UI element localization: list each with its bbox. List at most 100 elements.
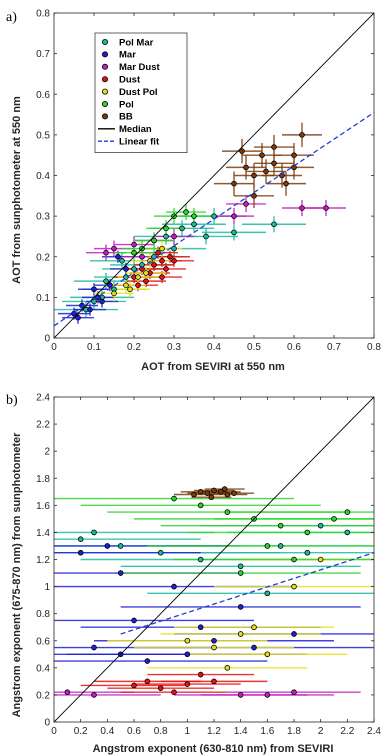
data-point bbox=[197, 502, 204, 509]
data-point bbox=[143, 270, 149, 276]
legend-label: Pol bbox=[119, 99, 134, 110]
data-point bbox=[251, 644, 257, 651]
data-point bbox=[64, 689, 71, 696]
data-point bbox=[103, 249, 109, 256]
y-tick-label: 0.8 bbox=[36, 9, 50, 20]
x-tick-label: 1.8 bbox=[287, 726, 301, 737]
legend-marker bbox=[102, 101, 109, 108]
linear-fit-line bbox=[54, 111, 374, 327]
data-point bbox=[157, 549, 164, 556]
data-point bbox=[115, 253, 121, 260]
data-point bbox=[237, 692, 244, 698]
y-tick-label: 1.8 bbox=[36, 474, 50, 485]
data-point bbox=[91, 286, 97, 293]
data-point bbox=[127, 286, 133, 293]
data-point bbox=[184, 637, 191, 644]
data-layer bbox=[54, 13, 374, 338]
legend-marker bbox=[102, 76, 109, 83]
data-point bbox=[163, 266, 169, 272]
data-point bbox=[179, 225, 185, 232]
x-tick-label: 2 bbox=[318, 726, 324, 737]
x-tick-label: 0.4 bbox=[100, 726, 114, 737]
x-tick-label: 0.8 bbox=[367, 342, 381, 353]
data-point bbox=[237, 563, 244, 570]
x-tick-label: 2.4 bbox=[367, 726, 381, 737]
data-point bbox=[75, 314, 81, 321]
y-tick-label: 1 bbox=[44, 582, 50, 593]
data-point bbox=[163, 233, 169, 240]
data-point bbox=[277, 522, 284, 529]
data-point bbox=[317, 522, 324, 529]
data-point bbox=[191, 221, 197, 228]
panel-b-label: b) bbox=[6, 393, 18, 408]
data-point bbox=[231, 229, 237, 236]
data-point bbox=[131, 249, 137, 256]
data-point bbox=[99, 298, 105, 305]
data-point bbox=[291, 689, 297, 696]
panel-b-x-axis-title: Angstrom exponent (630-810 nm) from SEVI… bbox=[93, 743, 334, 755]
data-point bbox=[344, 529, 351, 536]
data-point bbox=[221, 486, 228, 492]
y-tick-label: 1.4 bbox=[36, 528, 50, 539]
data-point bbox=[251, 193, 257, 199]
x-tick-label: 0.5 bbox=[247, 342, 261, 353]
data-point bbox=[197, 556, 204, 563]
data-point bbox=[304, 549, 311, 556]
data-point bbox=[155, 249, 161, 256]
y-tick-label: 0.8 bbox=[36, 609, 50, 620]
data-point bbox=[131, 241, 137, 248]
x-tick-label: 2.2 bbox=[340, 726, 354, 737]
data-point bbox=[239, 148, 245, 154]
data-point bbox=[224, 491, 231, 498]
data-point bbox=[123, 274, 129, 280]
panel-a-label: a) bbox=[6, 10, 17, 25]
legend-label: Mar Dust bbox=[119, 62, 160, 73]
y-tick-label: 0.6 bbox=[36, 90, 50, 101]
linear-fit-line bbox=[120, 552, 374, 635]
data-point bbox=[317, 556, 324, 563]
data-point bbox=[264, 651, 271, 658]
data-point bbox=[203, 233, 209, 240]
data-point bbox=[251, 172, 257, 179]
panel-b-plot-area: 0 0.2 0.4 0.6 0.8 1 1.2 1.4 1.6 1.8 2 2.2 2.4 0 0.2 0.4… bbox=[36, 393, 381, 738]
data-point bbox=[131, 682, 137, 689]
legend-box bbox=[94, 32, 188, 153]
data-point bbox=[271, 160, 277, 167]
data-point bbox=[144, 678, 151, 685]
x-tick-label: 0 bbox=[51, 726, 57, 737]
data-point bbox=[183, 209, 189, 215]
data-point bbox=[231, 490, 237, 496]
data-point bbox=[131, 617, 137, 624]
x-tick-label: 0.4 bbox=[207, 342, 221, 353]
data-point bbox=[159, 258, 165, 264]
legend-marker bbox=[102, 113, 109, 120]
data-point bbox=[91, 644, 97, 651]
data-point bbox=[299, 205, 305, 211]
y-tick-label: 0.2 bbox=[36, 252, 50, 263]
data-point bbox=[171, 258, 177, 264]
data-point bbox=[91, 529, 97, 536]
x-tick-label: 0.2 bbox=[127, 342, 141, 353]
legend-label: Dust bbox=[119, 75, 141, 86]
panel-b-y-axis-title: Angstrom exponent (675-870 nm) from sunp… bbox=[11, 432, 23, 718]
data-point bbox=[259, 152, 265, 158]
data-point bbox=[171, 583, 177, 590]
data-point bbox=[167, 253, 173, 260]
data-point bbox=[163, 225, 169, 232]
y-tick-label: 1.6 bbox=[36, 501, 50, 512]
data-point bbox=[263, 168, 269, 175]
legend-label: Linear fit bbox=[119, 137, 160, 148]
data-point bbox=[139, 253, 145, 260]
data-point bbox=[237, 604, 244, 610]
data-point bbox=[184, 681, 191, 687]
data-point bbox=[191, 213, 197, 219]
x-tick-label: 0.8 bbox=[154, 726, 168, 737]
data-point bbox=[217, 488, 224, 495]
data-point bbox=[283, 180, 289, 187]
data-point bbox=[197, 671, 204, 678]
y-tick-label: 2.2 bbox=[36, 420, 50, 431]
data-point bbox=[191, 491, 197, 498]
data-point bbox=[117, 543, 124, 549]
data-point bbox=[224, 509, 231, 515]
